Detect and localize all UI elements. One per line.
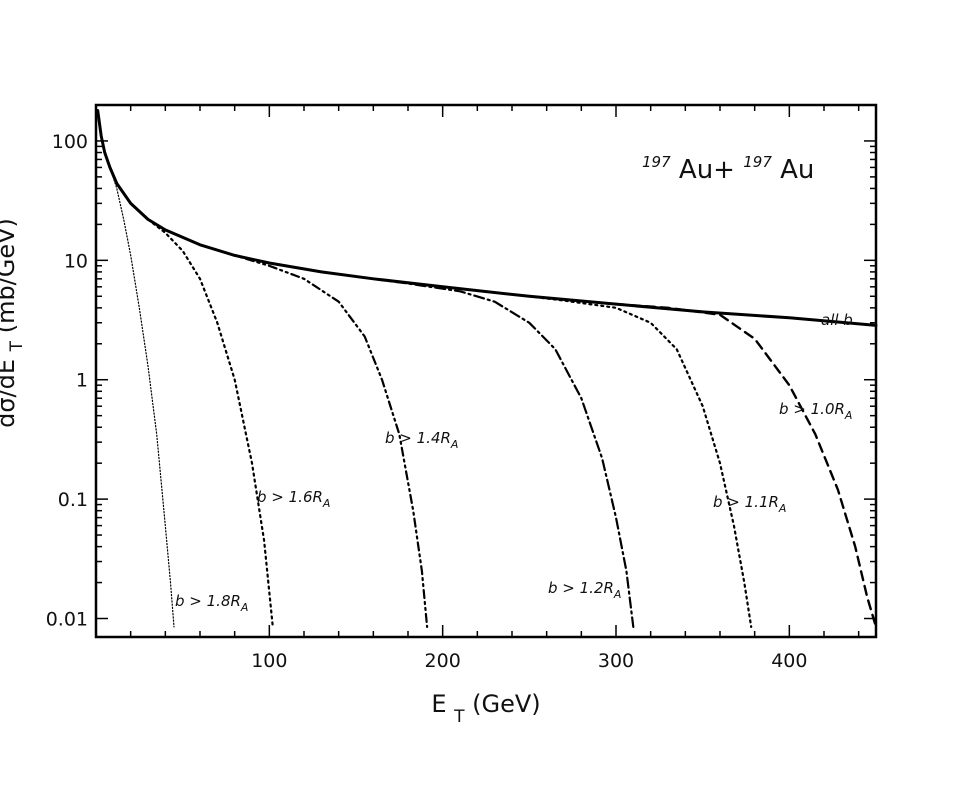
- plot-frame: [94, 103, 878, 639]
- x-axis-title: E T (GeV): [431, 690, 540, 728]
- y-tick-label: 0.1: [58, 489, 88, 511]
- plot-title-sup-1: 197: [642, 153, 671, 171]
- plot-title-main-1: Au+: [679, 155, 743, 185]
- curve-label-main: b > 1.4R: [385, 429, 451, 447]
- curve-label-sub: A: [778, 502, 787, 515]
- y-axis-title-post: (mb/GeV): [0, 218, 20, 333]
- plot-title: 197 Au+ 197 Au: [642, 144, 814, 185]
- ticks-layer: [96, 104, 876, 637]
- curve-label-4: b > 1.2RA: [548, 579, 621, 601]
- x-tick-label: 400: [771, 650, 807, 672]
- curve-label-sub: A: [844, 409, 853, 422]
- curve-label-sub: A: [322, 497, 331, 510]
- y-axis-title-sub: T: [7, 340, 27, 352]
- curve-label-sub: A: [240, 601, 249, 614]
- curve-label-0: all b: [821, 311, 853, 329]
- tick-labels-layer: 100 200 300 400 0.01 0.1 1 10 100: [46, 131, 808, 672]
- curve-label-main: b > 1.0R: [779, 400, 845, 418]
- curve-label-2: b > 1.6RA: [257, 488, 330, 510]
- y-tick-label: 0.01: [46, 609, 88, 631]
- curve-label-5: b > 1.1RA: [713, 493, 786, 515]
- series-line-3: [198, 243, 429, 629]
- series-line-4: [354, 275, 635, 629]
- curve-label-sub: A: [450, 438, 459, 451]
- curve-label-main: b > 1.2R: [548, 579, 614, 597]
- y-tick-label: 100: [52, 131, 88, 153]
- x-axis-title-rest: (GeV): [472, 690, 541, 718]
- y-axis-title: dσ/dE T (mb/GeV): [0, 218, 28, 428]
- curve-label-main: b > 1.6R: [257, 488, 323, 506]
- x-tick-label: 100: [251, 650, 287, 672]
- curve-label-main: b > 1.8R: [175, 592, 241, 610]
- series-layer: [96, 109, 878, 629]
- y-tick-label: 10: [64, 250, 88, 272]
- series-line-6: [614, 302, 878, 629]
- y-tick-label: 1: [76, 370, 88, 392]
- series-line-5: [510, 293, 753, 629]
- curve-label-main: all b: [821, 311, 853, 329]
- plot-title-sup-2: 197: [743, 153, 772, 171]
- curve-label-6: b > 1.0RA: [779, 400, 852, 422]
- curve-label-main: b > 1.1R: [713, 493, 779, 511]
- x-tick-label: 200: [425, 650, 461, 672]
- curve-label-sub: A: [613, 588, 622, 601]
- series-line-1: [104, 151, 175, 628]
- x-axis-title-main: E: [431, 690, 446, 718]
- plot-title-main-2: Au: [780, 155, 814, 185]
- curve-label-3: b > 1.4RA: [385, 429, 458, 451]
- x-axis-title-sub: T: [453, 707, 465, 727]
- y-axis-title-pre: dσ/dE: [0, 359, 20, 428]
- x-tick-label: 300: [598, 650, 634, 672]
- series-line-2: [129, 202, 274, 629]
- series-line-0: [96, 109, 878, 327]
- curve-label-1: b > 1.8RA: [175, 592, 248, 614]
